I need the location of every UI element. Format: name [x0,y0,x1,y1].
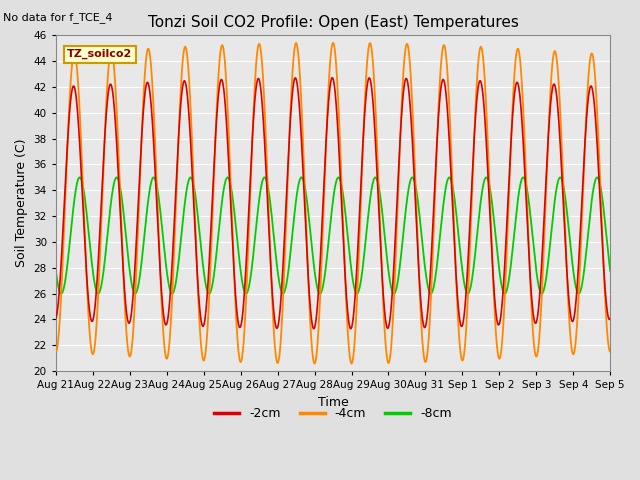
X-axis label: Time: Time [317,396,348,408]
Y-axis label: Soil Temperature (C): Soil Temperature (C) [15,139,28,267]
Title: Tonzi Soil CO2 Profile: Open (East) Temperatures: Tonzi Soil CO2 Profile: Open (East) Temp… [148,15,518,30]
Text: TZ_soilco2: TZ_soilco2 [67,49,132,60]
Text: No data for f_TCE_4: No data for f_TCE_4 [3,12,113,23]
Legend: -2cm, -4cm, -8cm: -2cm, -4cm, -8cm [209,402,456,425]
